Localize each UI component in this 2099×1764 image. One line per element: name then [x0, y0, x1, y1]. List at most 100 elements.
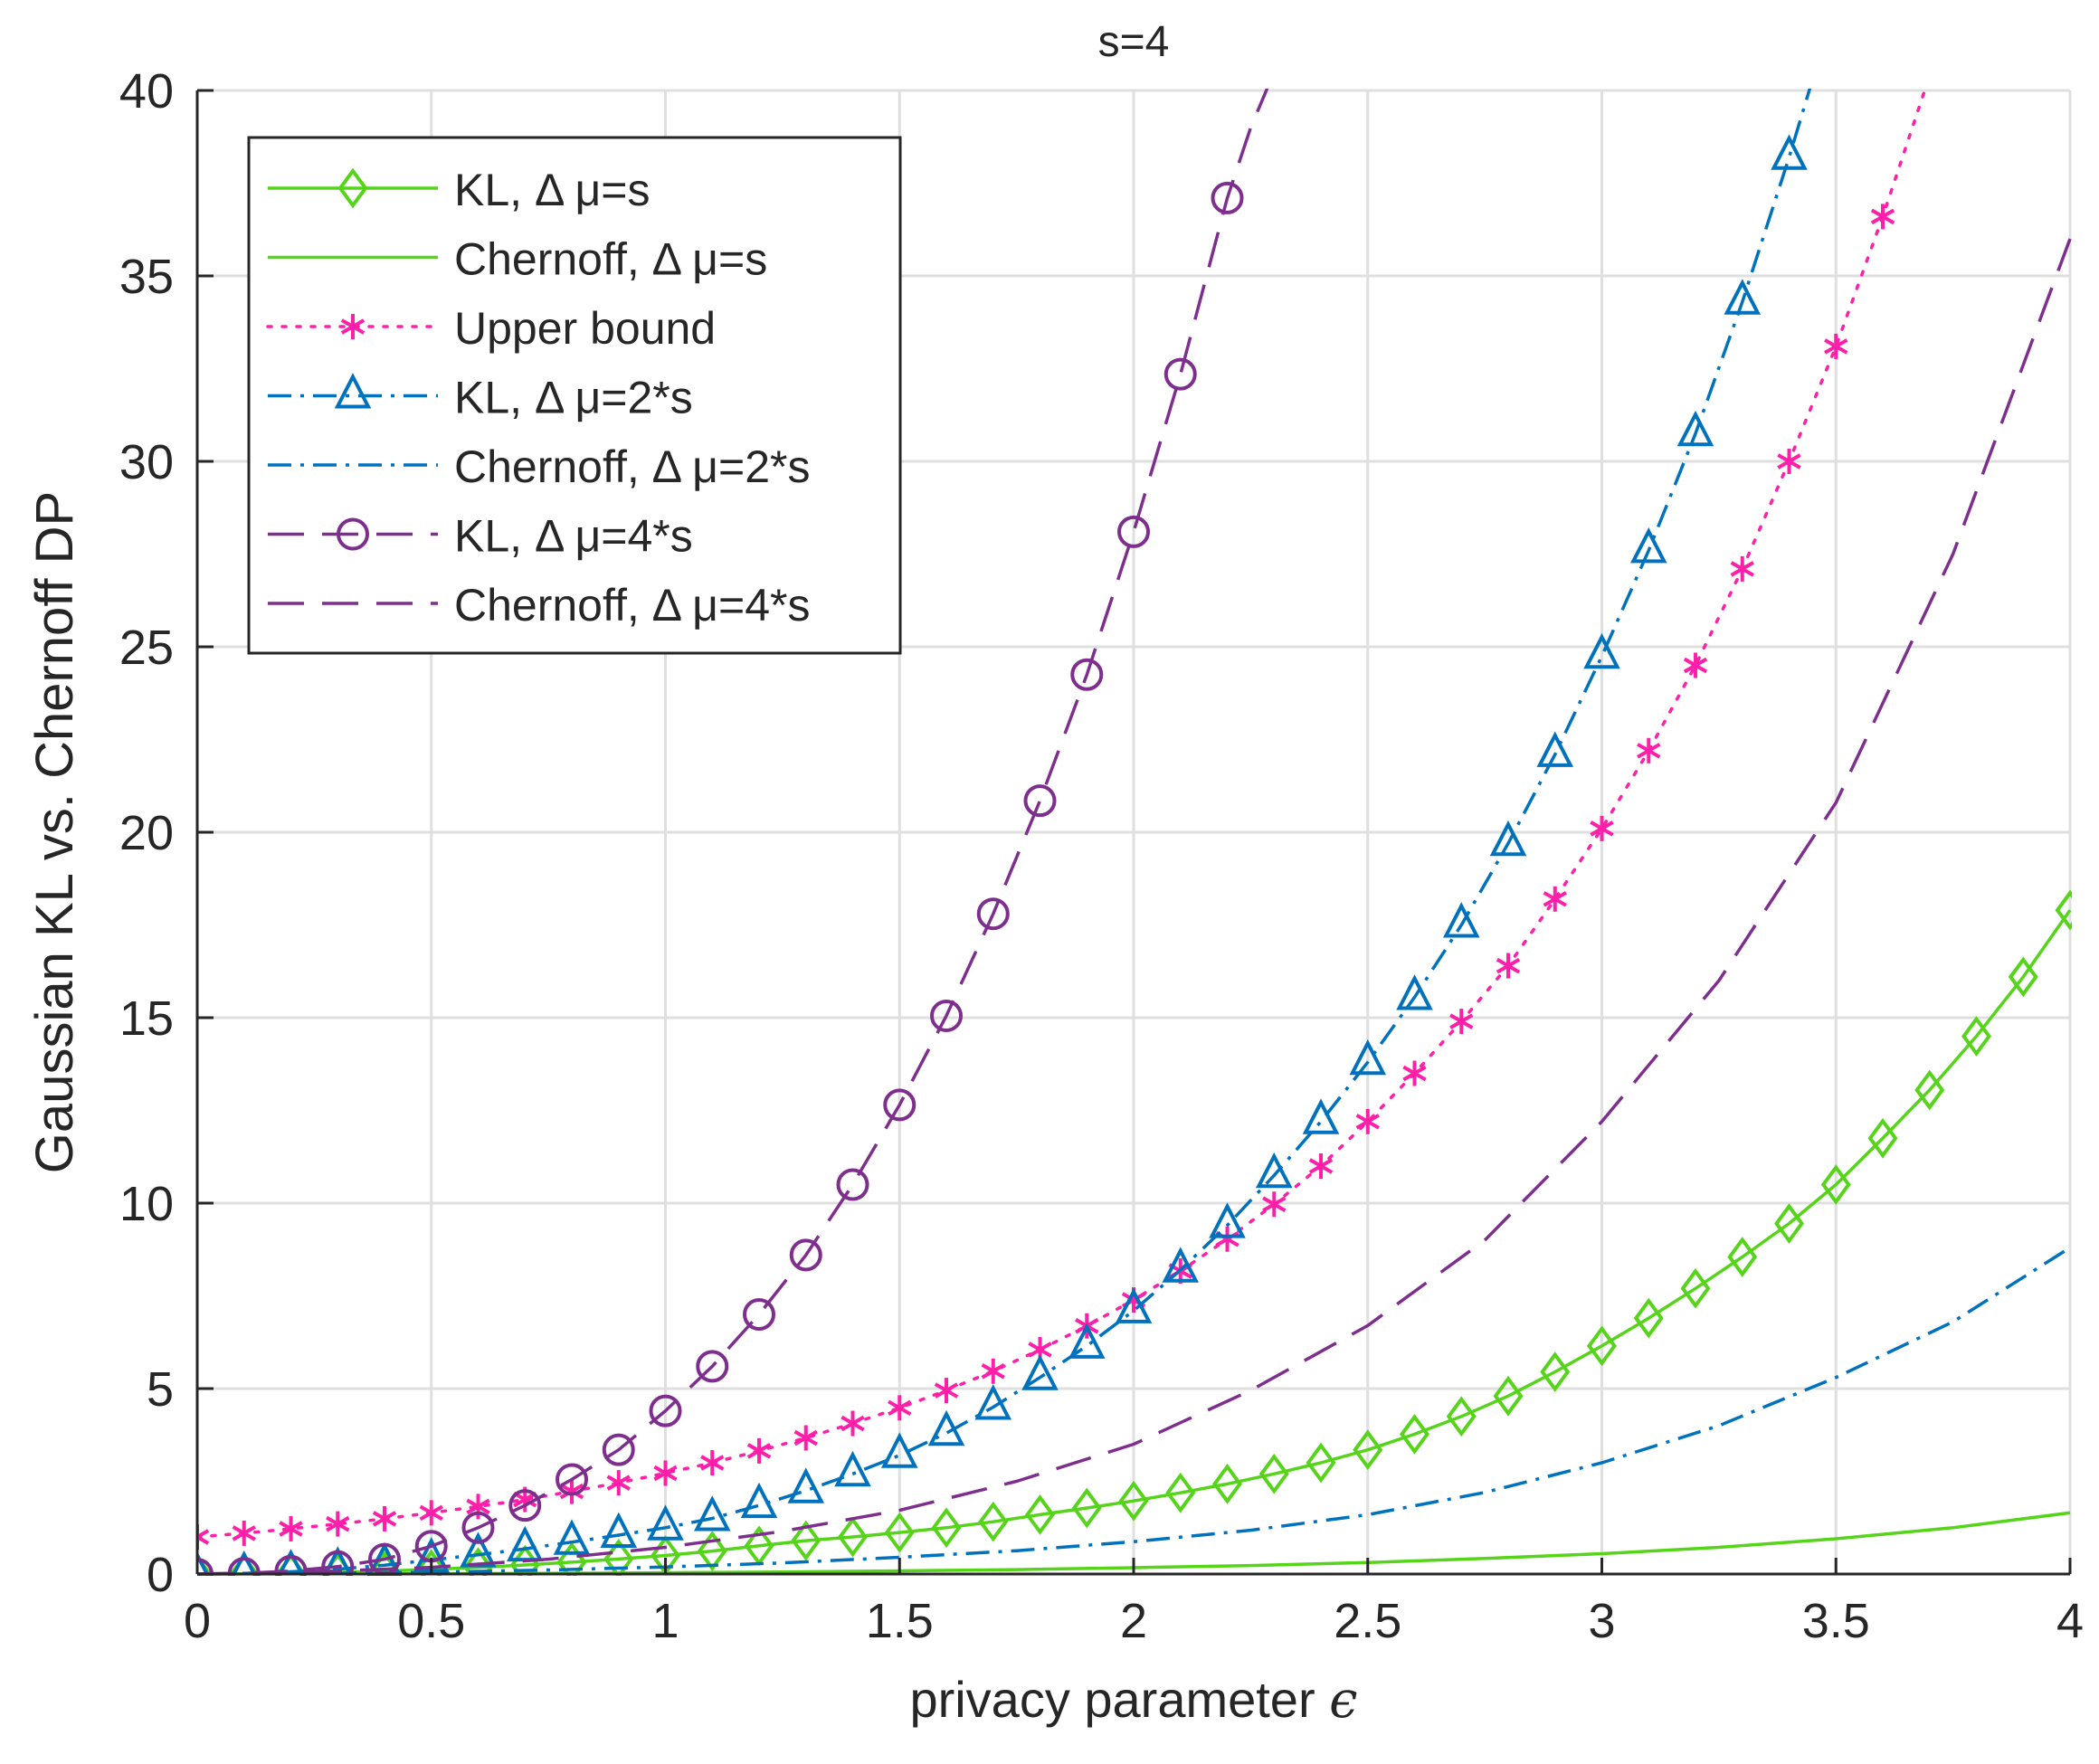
y-tick-label-3: 15	[119, 991, 174, 1046]
series-line-ch_4s	[197, 238, 2072, 1576]
data-point-ub-36	[1870, 204, 1895, 230]
data-point-ub-0	[197, 1524, 210, 1550]
data-point-ub-24	[1308, 1153, 1334, 1179]
legend-item-kl_2s: KL, Δ μ=2*s	[268, 373, 693, 423]
data-point-kl_2s-23	[1255, 1152, 1293, 1189]
data-point-ub-31	[1637, 737, 1661, 763]
data-point-ub-1	[232, 1520, 256, 1546]
data-point-kl_2s-10	[647, 1504, 684, 1541]
data-point-kl_s-13	[791, 1520, 822, 1561]
y-tick-label-1: 5	[147, 1362, 174, 1417]
data-point-kl_4s-17	[976, 897, 1010, 931]
data-point-kl_s-39	[2008, 956, 2038, 998]
data-point-kl_2s-19	[1068, 1323, 1106, 1359]
legend-item-ch_4s: Chernoff, Δ μ=4*s	[268, 580, 810, 631]
data-point-kl_4s-9	[602, 1433, 635, 1466]
data-point-kl_s-35	[1820, 1164, 1851, 1205]
data-point-kl_2s-12	[740, 1482, 778, 1519]
data-point-kl_4s-11	[696, 1350, 729, 1383]
data-point-kl_s-19	[1071, 1487, 1102, 1529]
data-point-kl_2s-28	[1489, 820, 1527, 857]
legend-marker-ub	[340, 314, 366, 339]
data-point-kl_2s-1	[231, 1550, 258, 1576]
data-point-kl_2s-33	[1724, 279, 1762, 315]
data-point-kl_2s-27	[1442, 902, 1480, 938]
data-point-kl_s-40	[2055, 889, 2072, 931]
y-tick-label-5: 25	[119, 621, 174, 675]
y-tick-label-2: 10	[119, 1177, 174, 1231]
axes	[195, 89, 2072, 1576]
data-point-kl_2s-24	[1302, 1098, 1340, 1134]
data-point-kl_2s-20	[1115, 1287, 1153, 1323]
series-line-ub	[197, 89, 1927, 1539]
data-point-kl_2s-31	[1629, 527, 1667, 564]
data-point-kl_2s-30	[1583, 632, 1620, 669]
data-point-ub-9	[606, 1470, 631, 1496]
data-point-ub-33	[1730, 555, 1754, 582]
x-tick-label-7: 3.5	[1802, 1594, 1870, 1648]
series-line-kl_4s	[197, 89, 1269, 1576]
data-point-ub-29	[1543, 886, 1567, 912]
legend-label-kl_s: KL, Δ μ=s	[454, 165, 650, 215]
data-point-kl_s-31	[1633, 1297, 1664, 1339]
data-point-ub-11	[700, 1450, 725, 1475]
legend-label-kl_2s: KL, Δ μ=2*s	[454, 373, 693, 423]
data-point-kl_s-30	[1587, 1325, 1617, 1367]
data-point-kl_s-25	[1353, 1429, 1383, 1471]
series-ch_4s	[197, 238, 2072, 1576]
data-point-kl_s-26	[1400, 1414, 1429, 1455]
x-axis-label-text: privacy parameter	[909, 1671, 1329, 1728]
data-point-kl_s-37	[1914, 1069, 1945, 1111]
data-point-ub-3	[326, 1511, 350, 1537]
chart-title: s=4	[1098, 18, 1170, 66]
data-point-kl_s-14	[838, 1516, 868, 1558]
data-point-kl_4s-20	[1117, 515, 1150, 548]
data-point-kl_2s-15	[880, 1432, 918, 1468]
series-kl_4s	[197, 89, 1269, 1576]
data-point-kl_4s-19	[1070, 658, 1104, 691]
y-tick-label-8: 40	[119, 64, 174, 119]
data-point-kl_4s-7	[508, 1489, 542, 1522]
data-point-ub-10	[653, 1460, 678, 1486]
legend-label-ub: Upper bound	[454, 303, 716, 354]
data-point-kl_2s-17	[974, 1384, 1012, 1420]
data-point-kl_s-38	[1961, 1016, 1991, 1057]
data-point-kl_4s-13	[789, 1238, 822, 1272]
data-point-kl_2s-14	[834, 1450, 871, 1487]
data-point-kl_4s-22	[1211, 181, 1244, 214]
data-point-kl_s-15	[884, 1512, 915, 1553]
x-tick-label-5: 2.5	[1334, 1594, 1401, 1648]
x-tick-label-2: 1	[651, 1594, 679, 1648]
data-point-ub-23	[1262, 1191, 1287, 1218]
data-point-ub-2	[279, 1515, 303, 1541]
data-point-ub-25	[1355, 1108, 1380, 1134]
data-point-kl_s-17	[978, 1501, 1009, 1542]
data-point-kl_2s-16	[927, 1409, 965, 1446]
legend-label-ch_2s: Chernoff, Δ μ=2*s	[454, 441, 810, 492]
legend-item-kl_4s: KL, Δ μ=4*s	[268, 511, 693, 562]
data-point-ub-30	[1590, 815, 1614, 841]
data-point-kl_s-21	[1165, 1472, 1196, 1513]
data-point-kl_2s-2	[277, 1549, 305, 1576]
data-point-kl_2s-18	[1021, 1354, 1059, 1390]
data-point-kl_s-23	[1258, 1453, 1289, 1494]
data-point-kl_2s-32	[1676, 410, 1714, 447]
x-axis-label: privacy parameter ϵ	[909, 1671, 1357, 1730]
legend-box	[247, 136, 902, 655]
y-tick-label-6: 30	[119, 435, 174, 489]
data-point-kl_4s-14	[836, 1168, 869, 1201]
y-tick-label-7: 35	[119, 250, 174, 304]
data-point-kl_s-34	[1774, 1203, 1804, 1244]
data-point-kl_s-27	[1446, 1396, 1477, 1437]
data-point-kl_s-36	[1867, 1117, 1898, 1159]
data-point-kl_s-33	[1727, 1237, 1758, 1277]
series-line-kl_s	[197, 909, 2072, 1576]
data-point-kl_s-24	[1306, 1442, 1336, 1484]
data-point-kl_s-29	[1540, 1351, 1571, 1392]
data-point-kl_s-16	[931, 1507, 962, 1549]
data-point-kl_s-18	[1025, 1494, 1055, 1535]
data-point-ub-5	[419, 1500, 443, 1526]
data-point-ub-4	[372, 1505, 397, 1532]
data-point-ub-14	[841, 1410, 865, 1437]
legend-marker-kl_4s	[337, 517, 369, 551]
